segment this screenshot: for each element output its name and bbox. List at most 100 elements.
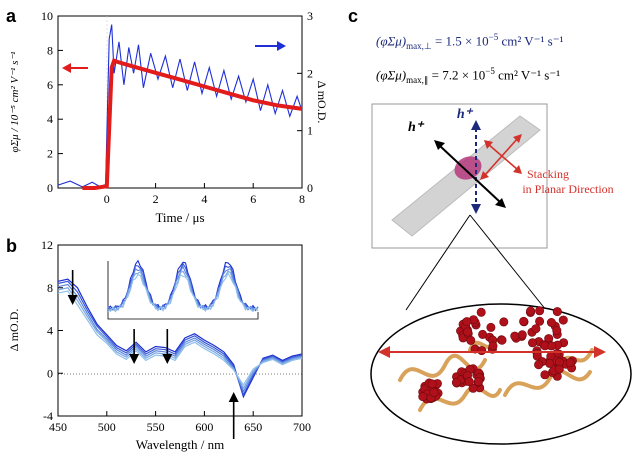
panel-c: c h⁺ h⁺ Stacking in Plana [348,6,632,445]
molecule-atom [427,379,437,389]
b-x-tick-label: 600 [195,420,213,434]
molecule-atom [476,307,486,317]
b-arrow-head [228,392,239,402]
b-x-tick-label: 700 [293,420,311,434]
a-right-tick-label: 3 [307,9,313,23]
panel-a-plot-frame [57,15,303,189]
eq2-sub: max,∥ [406,74,429,85]
molecule-atom [545,358,555,368]
molecule-atom [477,346,487,356]
molecule-atom [499,317,509,327]
panel-a-right-arrow [255,41,286,51]
hole-label-black: h⁺ [408,120,425,135]
molecule-atom [510,331,520,341]
panel-a: a 0 2 4 6 8 10 0 1 2 3 0 2 4 6 8 Time / μs φΣμ / 10⁻… [6,6,329,225]
a-left-tick-label: 0 [47,181,53,195]
hole-label-navy: h⁺ [457,107,474,122]
stacking-label-line1: Stacking [527,167,569,181]
mobility-perpendicular: (φΣμ)max,⊥ = 1.5 × 10−5 cm² V⁻¹ s⁻¹ [376,32,563,52]
panel-a-x-axis-title: Time / μs [155,210,204,225]
molecule-atom [535,316,545,326]
molecule-atom [565,358,575,368]
panel-a-left-axis-title: φΣμ / 10⁻⁵ cm² V⁻¹ s⁻¹ [9,52,21,153]
molecule-atom [466,335,476,345]
bubble-stacking-arrow [378,346,606,358]
a-left-tick-label: 8 [47,43,53,57]
eq1-main: (φΣμ) [376,33,407,49]
inset-axes [107,261,259,320]
molecule-atom [554,364,564,374]
molecule-atom [497,335,507,345]
molecule-atom [552,326,562,336]
stacking-label-line2: in Planar Direction [522,182,613,196]
molecule-atom [531,324,541,334]
a-x-tick-label: 4 [201,192,207,206]
b-y-tick-label: -4 [43,409,53,423]
panel-c-label: c [348,6,358,26]
molecule-atom [418,392,428,402]
a-right-tick-label: 1 [307,124,313,138]
panel-b-y-axis-ticks: -4 0 4 8 12 [41,238,63,423]
panel-b-x-axis-ticks: 450 500 550 600 650 700 [49,411,311,434]
a-left-tick-label: 4 [47,112,53,126]
a-x-tick-label: 6 [250,192,256,206]
molecule-atom [558,315,568,325]
molecule-atom [473,377,483,387]
panel-a-right-axis-title: Δ mO.D. [315,81,329,124]
b-x-tick-label: 450 [49,420,67,434]
molecule-atom [526,306,536,316]
eq1-unit: cm² V⁻¹ s⁻¹ [498,33,564,49]
b-spectrum-line [57,290,303,387]
inset-spectrum-line [107,270,259,313]
b-y-tick-label: 12 [41,238,53,252]
inset-spectrum-line [107,259,259,311]
molecule-atom [519,316,529,326]
b-spectrum-line [57,280,303,397]
a-left-tick-label: 10 [41,9,53,23]
panel-b-inset [107,259,259,320]
mobility-parallel: (φΣμ)max,∥ = 7.2 × 10−5 cm² V⁻¹ s⁻¹ [376,66,560,86]
molecule-atom [547,341,557,351]
panel-a-transient-line [57,24,303,188]
eq2-main: (φΣμ) [376,67,407,83]
b-x-tick-label: 650 [244,420,262,434]
inset-spectrum-line [107,271,259,313]
eq2-rest: = 7.2 × 10 [428,67,486,83]
a-right-tick-label: 0 [307,181,313,195]
molecule-atom [463,327,473,337]
panel-b-x-axis-title: Wavelength / nm [136,437,225,452]
molecule-atom [468,383,478,393]
molecule-atom [534,360,544,370]
a-x-tick-label: 0 [104,192,110,206]
b-y-tick-label: 8 [47,281,53,295]
molecule-atom [478,329,488,339]
molecule-atom [546,317,556,327]
panel-b-spectra [57,278,303,399]
a-x-tick-label: 2 [153,192,159,206]
b-spectrum-line [57,283,303,393]
panel-b-arrows [67,270,239,439]
molecule-atom [486,322,496,332]
molecule-atom [429,387,439,397]
molecule-atom [462,317,472,327]
eq2-exp: −5 [485,66,495,76]
panel-a-left-arrow [62,63,88,73]
panel-a-x-axis-ticks: 0 2 4 6 8 [104,183,305,206]
diagonal-transport-arrow [434,140,506,208]
panel-a-label: a [6,6,17,26]
hole-blob [454,156,482,180]
b-x-tick-label: 550 [147,420,165,434]
a-x-tick-label: 8 [299,192,305,206]
stacking-direction-arrow [480,134,522,180]
b-y-tick-label: 4 [47,324,53,338]
molecule-atom [535,306,545,316]
b-spectrum-line [57,287,303,390]
panel-b-label: b [6,236,17,256]
panel-a-right-axis-ticks: 0 1 2 3 [297,9,313,195]
molecule-atom [517,330,527,340]
zoom-line-right [469,214,547,311]
molecule-atom [540,370,550,380]
a-left-tick-label: 6 [47,78,53,92]
b-arrow-head [67,295,78,305]
